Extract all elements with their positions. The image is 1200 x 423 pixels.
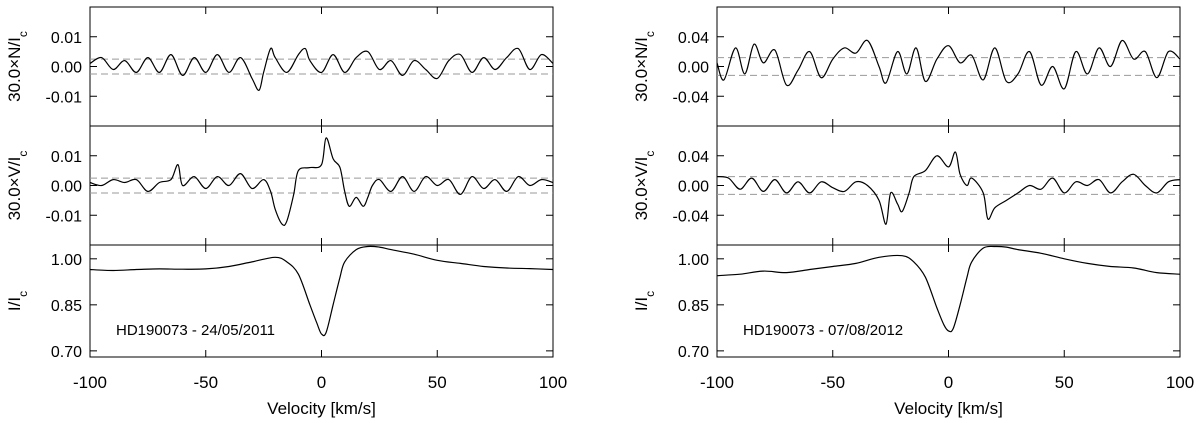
y-axis-label-subscript: c xyxy=(643,151,657,157)
series-line-v xyxy=(89,137,554,227)
chart-figure-2: 0.040.00-0.0430.0×N/Ic0.040.00-0.0430.0×… xyxy=(632,6,1194,418)
y-axis-label-subscript: c xyxy=(16,151,30,157)
y-axis-label: 30.0×N/Ic xyxy=(632,31,657,102)
x-tick-label: 100 xyxy=(1166,373,1194,392)
x-tick-label: -50 xyxy=(820,373,845,392)
chart-figure-1: 0.010.00-0.0130.0×N/Ic0.010.00-0.0130.0×… xyxy=(5,6,567,418)
y-axis-label: I/Ic xyxy=(5,291,30,311)
y-axis-label-main: 30.0×N/I xyxy=(632,37,651,102)
panel-i: 1.00 0.85 0.70 I/Ic HD190073 - 24/05/2011 xyxy=(5,244,554,361)
y-axis-label: I/Ic xyxy=(632,291,657,311)
x-tick-label: 50 xyxy=(428,373,447,392)
panel-frame xyxy=(89,244,554,358)
series-line-n xyxy=(89,47,554,91)
y-tick-label: 0.85 xyxy=(51,298,82,315)
y-tick-label: 0.01 xyxy=(51,149,82,166)
y-axis-label-main: 30.0×N/I xyxy=(5,37,24,102)
y-tick-label: 0.70 xyxy=(678,344,709,361)
y-tick-label: 1.00 xyxy=(51,252,82,269)
series-line-i xyxy=(89,245,554,337)
y-axis-label: 30.0×V/Ic xyxy=(632,151,657,221)
y-axis-label-subscript: c xyxy=(16,31,30,37)
series-line-i xyxy=(716,245,1181,333)
panel-i: 1.00 0.85 0.70 I/Ic HD190073 - 07/08/2012 xyxy=(632,244,1181,361)
x-tick-label: -100 xyxy=(700,373,734,392)
y-axis-label-main: I/I xyxy=(632,297,651,311)
series-line-n xyxy=(716,39,1181,90)
y-tick-label: 0.70 xyxy=(51,344,82,361)
x-tick-label: 100 xyxy=(539,373,567,392)
x-axis-label: Velocity [km/s] xyxy=(894,399,1003,418)
y-tick-label: 0.04 xyxy=(678,149,709,166)
x-axis-label: Velocity [km/s] xyxy=(267,399,376,418)
star-date-annotation: HD190073 - 07/08/2012 xyxy=(743,322,903,339)
y-tick-label: 0.00 xyxy=(51,60,82,77)
panel-frame xyxy=(89,125,554,246)
star-date-annotation: HD190073 - 24/05/2011 xyxy=(116,322,275,339)
panel-v: 0.01 0.00 -0.01 30.0×V/Ic xyxy=(5,125,554,246)
y-tick-label: -0.04 xyxy=(673,89,710,106)
x-tick-label: 0 xyxy=(317,373,326,392)
y-tick-label: 0.85 xyxy=(678,298,709,315)
y-axis-label-main: 30.0×V/I xyxy=(632,157,651,221)
y-axis-label-subscript: c xyxy=(643,31,657,37)
x-tick-label: -50 xyxy=(193,373,218,392)
panel-n: 0.01 0.00 -0.01 30.0×N/Ic xyxy=(5,6,554,127)
x-tick-label: 50 xyxy=(1055,373,1074,392)
y-tick-label: 0.00 xyxy=(678,60,709,77)
y-tick-label: 0.01 xyxy=(51,30,82,47)
y-tick-label: 0.00 xyxy=(51,179,82,196)
panel-frame xyxy=(716,244,1181,358)
y-axis-label-main: I/I xyxy=(5,297,24,311)
x-tick-label: 0 xyxy=(944,373,953,392)
panel-frame xyxy=(89,6,554,127)
y-tick-label: -0.01 xyxy=(46,89,83,106)
x-tick-label: -100 xyxy=(73,373,107,392)
y-tick-label: -0.01 xyxy=(46,208,83,225)
panel-v: 0.04 0.00 -0.04 30.0×V/Ic xyxy=(632,125,1181,246)
y-tick-label: 0.04 xyxy=(678,30,709,47)
y-tick-label: 1.00 xyxy=(678,252,709,269)
y-axis-label: 30.0×V/Ic xyxy=(5,151,30,221)
y-axis-label-subscript: c xyxy=(16,291,30,297)
panel-n: 0.04 0.00 -0.04 30.0×N/Ic xyxy=(632,6,1181,127)
y-axis-label: 30.0×N/Ic xyxy=(5,31,30,102)
y-tick-label: -0.04 xyxy=(673,208,710,225)
y-tick-label: 0.00 xyxy=(678,179,709,196)
series-line-v xyxy=(716,151,1181,225)
panel-frame xyxy=(716,125,1181,246)
y-axis-label-main: 30.0×V/I xyxy=(5,157,24,221)
y-axis-label-subscript: c xyxy=(643,291,657,297)
